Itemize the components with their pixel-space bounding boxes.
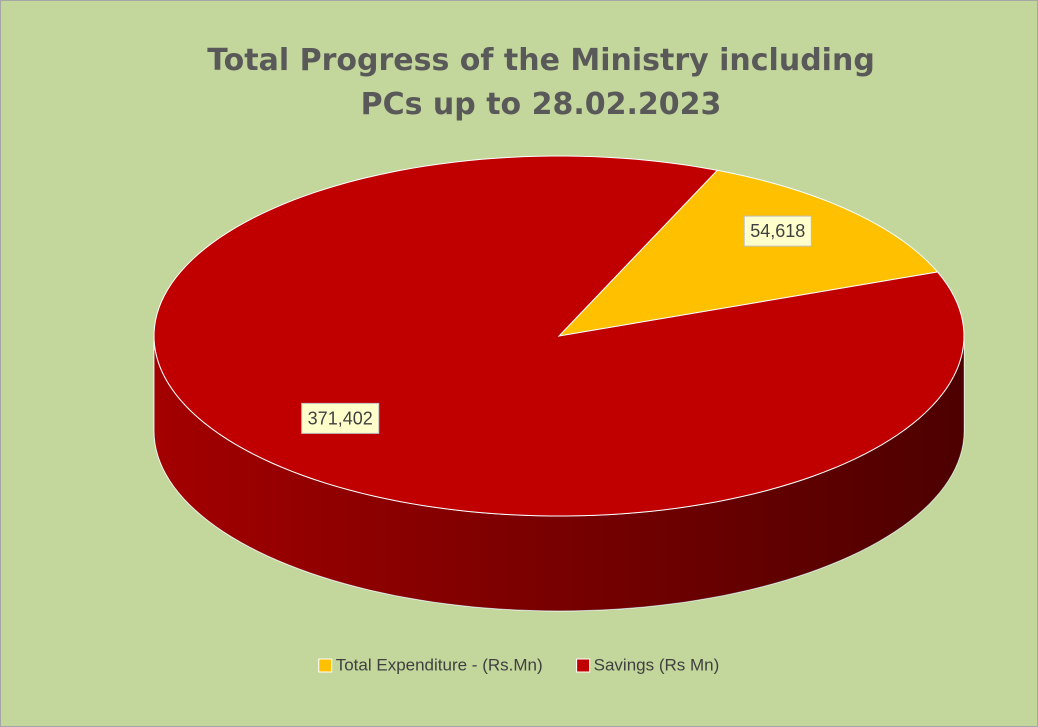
- legend-label: Total Expenditure - (Rs.Mn): [336, 655, 543, 674]
- data-label-box: [301, 402, 380, 434]
- data-label-text: 54,618: [750, 221, 805, 241]
- chart-title: Total Progress of the Ministry including…: [207, 43, 875, 122]
- legend-swatch: [576, 658, 591, 673]
- data-label-box: [743, 215, 812, 247]
- slice-side-shade: [154, 336, 964, 611]
- legend-swatch: [318, 658, 333, 673]
- legend: Total Expenditure - (Rs.Mn) Savings (Rs M…: [318, 655, 720, 674]
- data-label-text: 371,402: [308, 408, 373, 428]
- data-label: 371,402: [301, 402, 380, 434]
- legend-label: Savings (Rs Mn): [594, 655, 720, 674]
- data-label: 54,618: [743, 215, 812, 247]
- slice: [557, 169, 939, 337]
